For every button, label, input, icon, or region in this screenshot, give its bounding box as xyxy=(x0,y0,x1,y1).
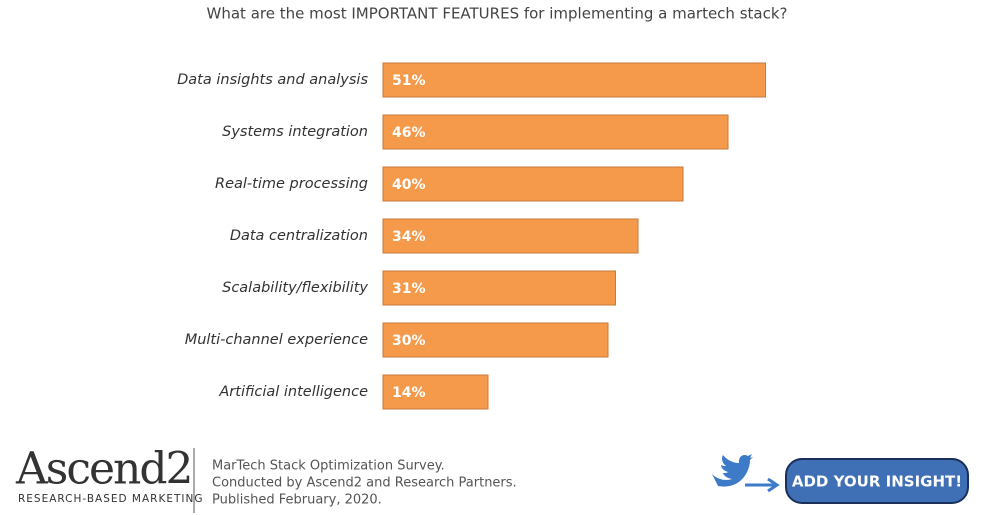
twitter-icon xyxy=(712,454,753,487)
bar xyxy=(382,374,489,410)
category-label: Data insights and analysis xyxy=(177,72,368,88)
chart-title: What are the most IMPORTANT FEATURES for… xyxy=(207,5,788,23)
source-line: Conducted by Ascend2 and Research Partne… xyxy=(212,476,517,491)
insight-button[interactable]: ADD YOUR INSIGHT! xyxy=(785,458,969,504)
source-line: Published February, 2020. xyxy=(212,493,382,508)
value-label: 30% xyxy=(392,333,426,349)
value-label: 14% xyxy=(392,385,426,401)
bars: Data insights and analysis 51% Systems int… xyxy=(177,62,766,410)
bar xyxy=(382,270,616,306)
logo-tagline: RESEARCH-BASED MARKETING xyxy=(18,493,204,505)
value-label: 31% xyxy=(392,281,426,297)
bar xyxy=(382,62,766,98)
logo: Ascend2 xyxy=(15,444,192,495)
bar xyxy=(382,322,609,358)
value-label: 40% xyxy=(392,177,426,193)
category-label: Multi-channel experience xyxy=(185,332,368,348)
category-label: Scalability/flexibility xyxy=(222,280,368,296)
value-label: 51% xyxy=(392,73,426,89)
value-label: 34% xyxy=(392,229,426,245)
category-label: Artificial intelligence xyxy=(218,384,368,400)
bar xyxy=(382,218,639,254)
category-label: Systems integration xyxy=(222,124,368,140)
arrow xyxy=(745,477,780,493)
value-label: 46% xyxy=(392,125,426,141)
button-label[interactable]: ADD YOUR INSIGHT! xyxy=(792,473,962,491)
button-bg[interactable] xyxy=(785,458,969,504)
bar xyxy=(382,166,684,202)
category-label: Data centralization xyxy=(230,228,368,244)
category-label: Real-time processing xyxy=(215,176,368,192)
bar xyxy=(382,114,729,150)
source-line: MarTech Stack Optimization Survey. xyxy=(212,459,445,474)
